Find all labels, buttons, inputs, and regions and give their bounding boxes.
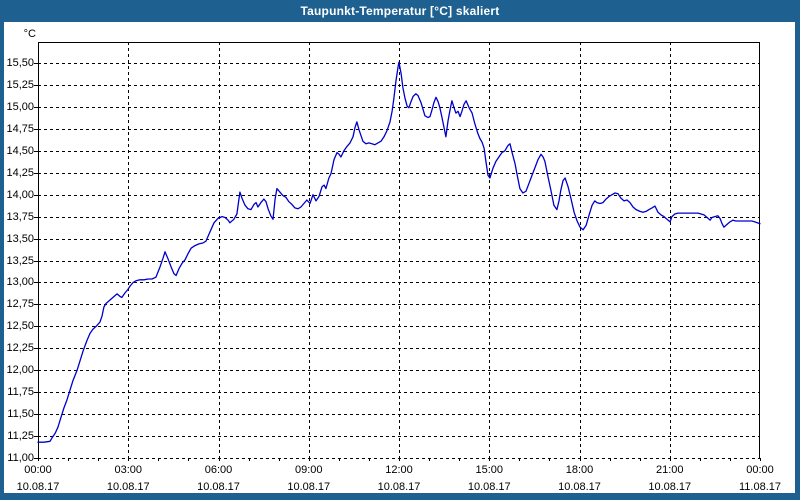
y-tick-label: 15,00 [6,100,34,113]
plot-area [34,42,761,461]
x-tick-time-label: 03:00 [114,464,143,476]
x-tick-time-label: 21:00 [655,464,684,476]
x-tick-date-label: 10.08.17 [377,481,421,493]
x-tick-time-label: 15:00 [475,464,504,476]
x-tick-date-label: 10.08.17 [197,481,240,493]
chart-title: Taupunkt-Temperatur [°C] skaliert [300,4,500,18]
x-tick-date-label: 10.08.17 [287,481,331,493]
x-tick-date-label: 10.08.17 [558,481,601,493]
chart-grid-and-series [34,42,761,461]
x-tick-date-label: 10.08.17 [467,481,511,493]
y-tick-label: 11,50 [7,408,34,421]
y-tick-label: 11,00 [7,452,34,464]
x-tick-time-label: 18:00 [565,464,594,476]
x-tick-time-label: 12:00 [385,464,413,476]
y-tick-label: 14,00 [6,188,34,201]
y-tick-label: 14,75 [6,122,34,135]
y-tick-label: 13,25 [6,254,34,267]
x-tick-time-label: 09:00 [294,464,323,476]
y-tick-label: 12,25 [6,342,34,355]
y-tick-label: 11,75 [7,386,34,399]
x-tick-time-label: 00:00 [746,464,774,476]
dewpoint-line-series [37,61,761,443]
y-tick-label: 14,50 [6,144,34,157]
y-tick-label: 11,25 [7,430,34,443]
x-tick-time-label: 00:00 [24,464,52,476]
x-tick-date-label: 10.08.17 [648,481,692,493]
y-tick-label: 12,75 [6,298,34,311]
y-unit-label: °C [23,28,36,40]
y-tick-label: 14,25 [6,166,34,179]
title-bar: Taupunkt-Temperatur [°C] skaliert [0,0,800,22]
x-tick-time-label: 06:00 [204,464,233,476]
x-tick-date-label: 11.08.17 [738,481,781,493]
y-tick-label: 13,00 [6,276,34,289]
y-tick-label: 15,25 [6,79,34,91]
y-tick-label: 13,50 [6,232,34,245]
y-tick-label: 13,75 [6,210,34,223]
y-tick-label: 15,50 [6,57,34,70]
x-tick-date-label: 10.08.17 [16,481,60,493]
x-tick-date-label: 10.08.17 [106,481,150,493]
chart-canvas: °C 15,50 15,25 15,00 14,75 14,50 14,25 14,00 13… [4,22,795,493]
y-tick-label: 12,50 [6,320,34,333]
y-tick-label: 12,00 [6,364,34,377]
